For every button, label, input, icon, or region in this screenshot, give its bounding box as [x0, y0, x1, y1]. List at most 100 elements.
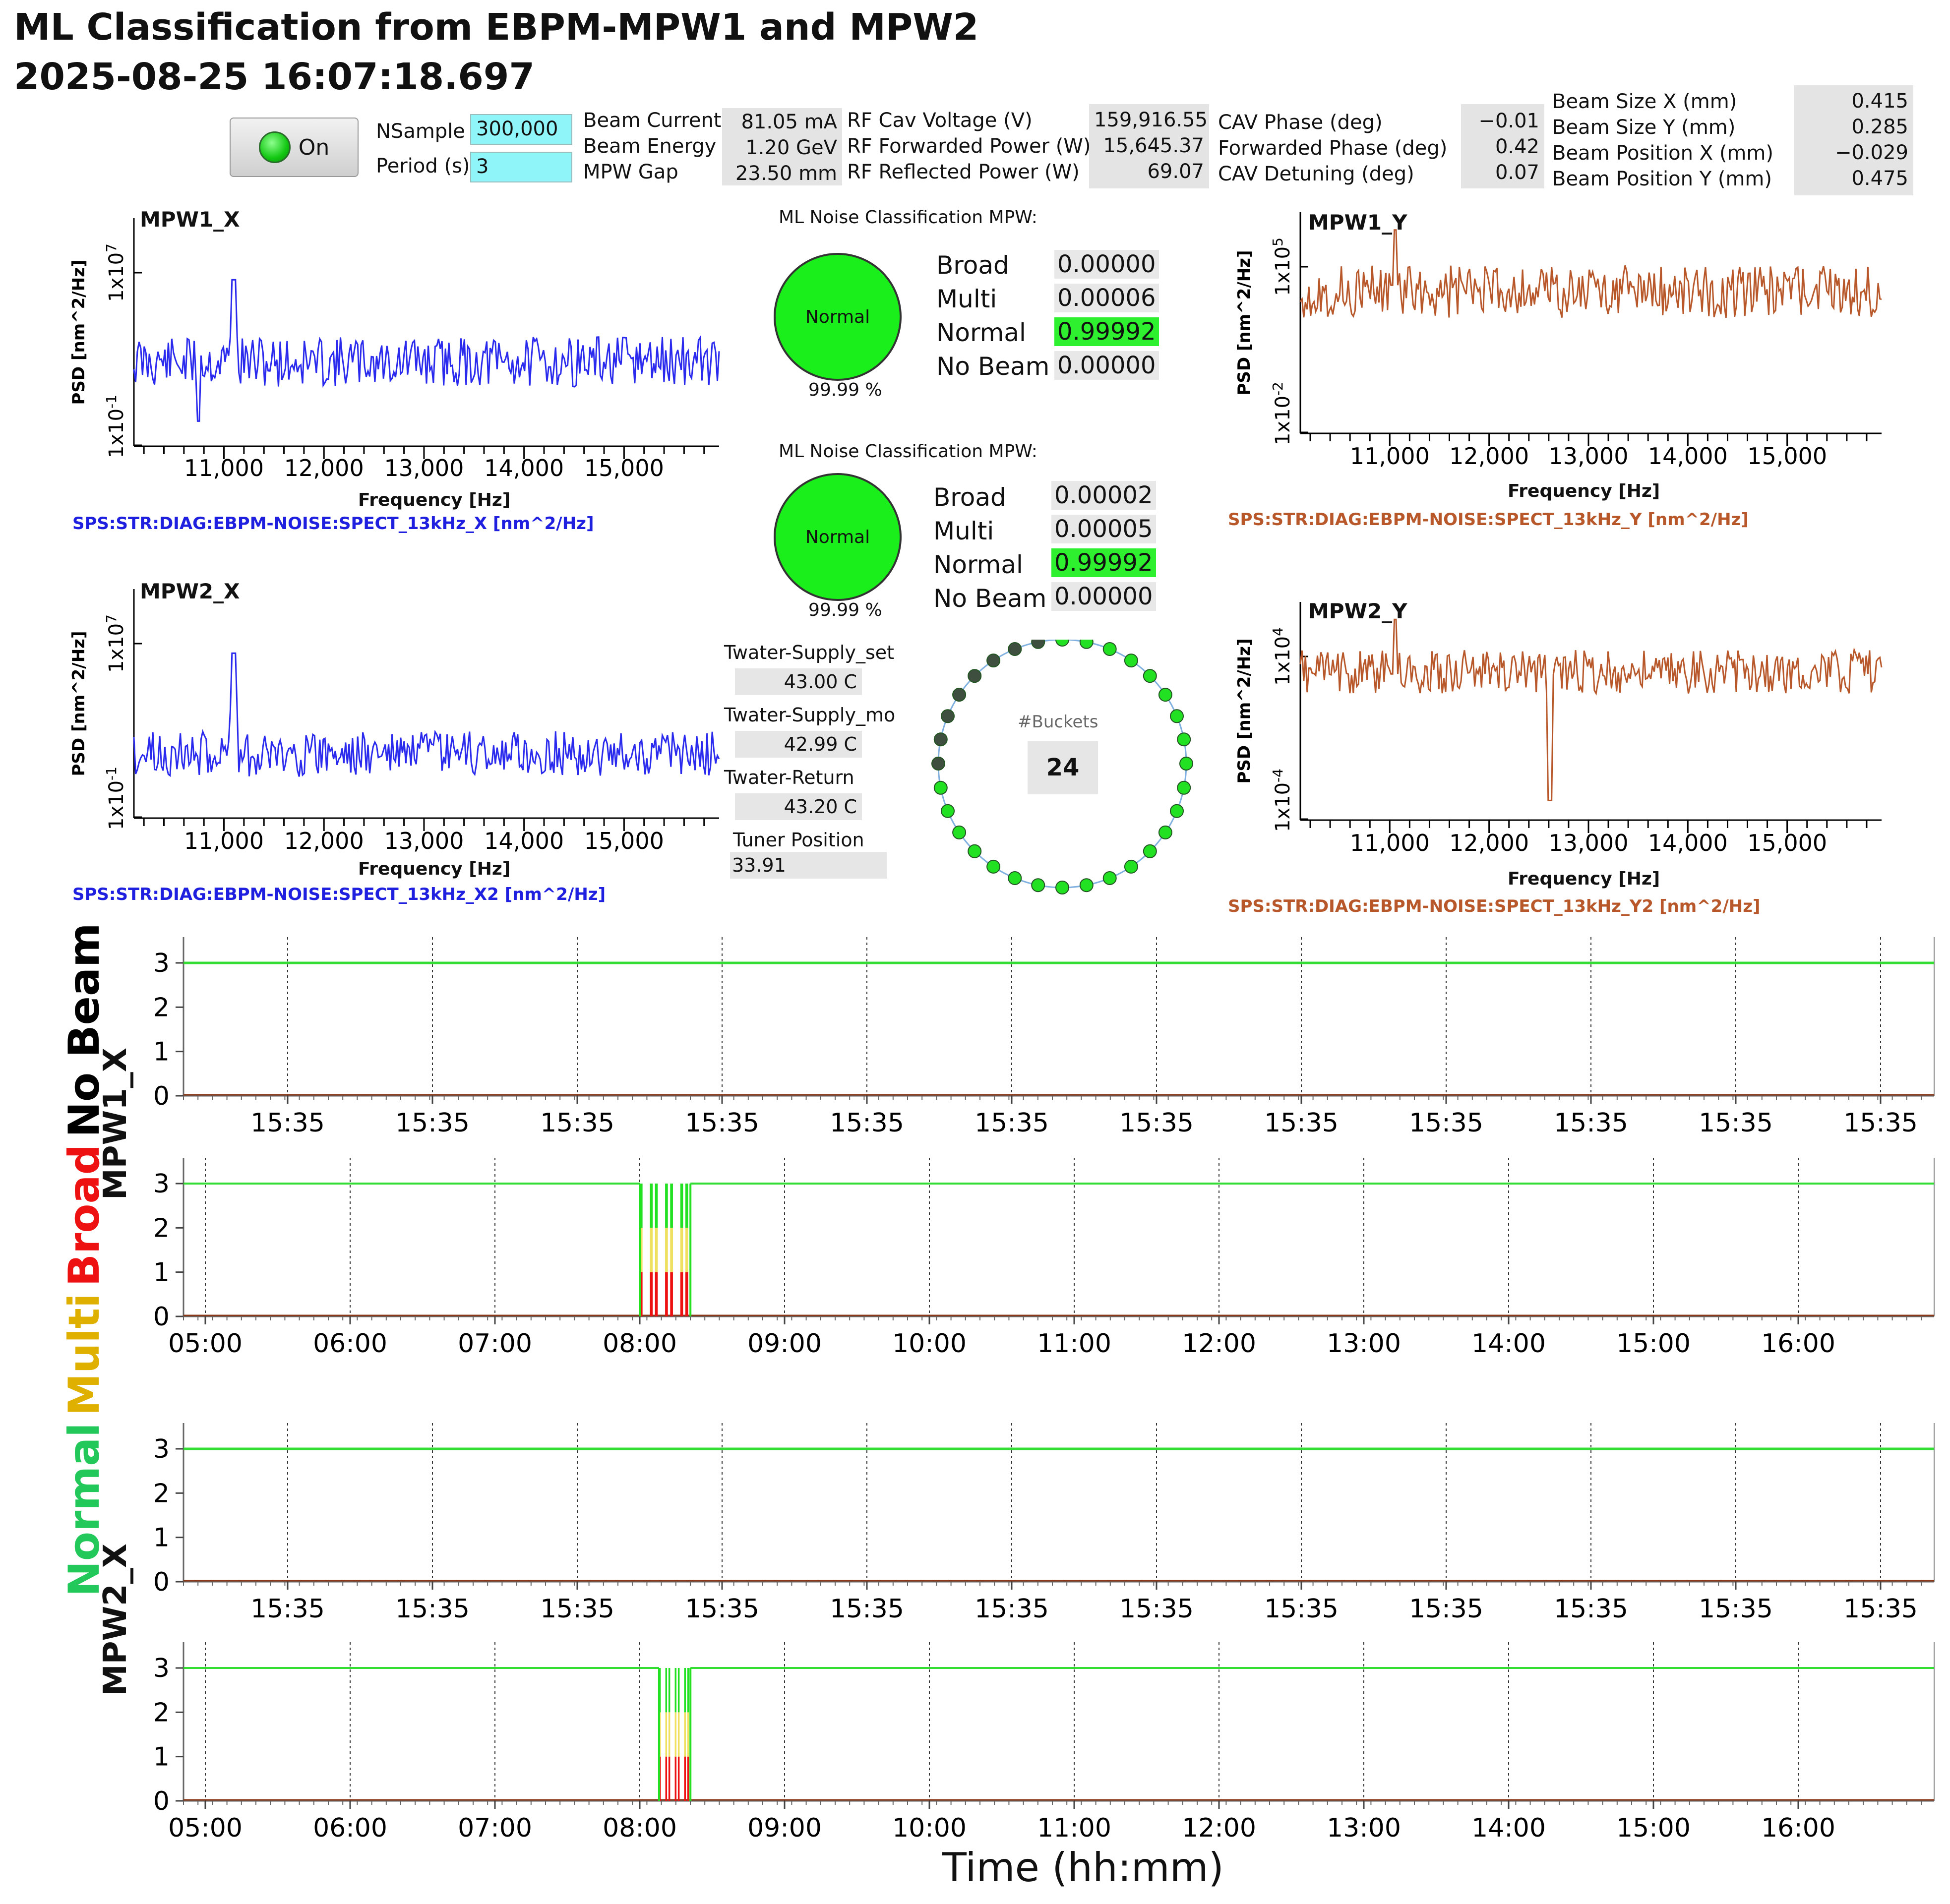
bucket-filled-dot	[986, 859, 1001, 874]
x-tick-label: 15,000	[584, 828, 664, 854]
x-tick-label: 11,000	[1350, 830, 1430, 856]
x-tick-label: 09:00	[747, 1329, 822, 1359]
ml2-normal-label: Normal	[933, 550, 1023, 579]
x-tick-label: 15,000	[584, 455, 664, 481]
broad-event-bar	[687, 1756, 689, 1801]
x-tick-label: 11:00	[1037, 1813, 1111, 1843]
ml1-multi-value: 0.00006	[1054, 284, 1159, 312]
y-tick-label-top: 1x104	[1270, 627, 1294, 686]
bucket-filled-dot	[1158, 825, 1172, 839]
ml1-normal-label: Normal	[936, 318, 1026, 347]
multi-event-bar	[684, 1712, 686, 1757]
y-axis-title: PSD [nm^2/Hz]	[1234, 250, 1254, 396]
beam-energy-value: 1.20 GeV	[745, 136, 837, 159]
bucket-empty-dot	[986, 654, 1001, 668]
broad-event-bar	[640, 1272, 643, 1316]
forwarded-phase-value: 0.42	[1495, 135, 1539, 158]
x-tick-label: 13,000	[1549, 443, 1629, 470]
trend-plot-4: 0 1 2 3 05:00 06:00 07:00 08:00 09:00 10:00 11:00 1…	[153, 1642, 1935, 1843]
x-tick-label: 14,000	[484, 455, 564, 481]
ml2-broad-value: 0.00002	[1051, 481, 1156, 510]
rf-cav-voltage-label: RF Cav Voltage (V)	[847, 109, 1033, 132]
x-tick-label: 15:35	[250, 1594, 325, 1624]
twater-return-label: Twater-Return	[724, 767, 854, 788]
bucket-filled-dot	[1143, 669, 1157, 683]
ml2-multi-value: 0.00005	[1051, 515, 1156, 543]
x-tick-label: 13,000	[384, 828, 464, 854]
y-tick-label: 2	[153, 1698, 170, 1727]
rf-forwarded-power-value: 15,645.37	[1103, 134, 1204, 157]
broad-event-bar	[684, 1756, 686, 1801]
normal-event-bar	[687, 1668, 689, 1713]
y-tick-label: 3	[153, 949, 170, 978]
x-tick-label: 15:35	[1843, 1594, 1918, 1624]
x-tick-label: 12,000	[284, 828, 364, 854]
x-tick-label: 15:35	[1554, 1594, 1628, 1624]
spectrum-plot-4: 11,000 12,000 13,000 14,000 15,000 1x104 1x10-…	[1234, 602, 1883, 856]
ml1-multi-label: Multi	[936, 285, 997, 313]
y-tick-label: 0	[153, 1567, 170, 1597]
mpw2-y-plot-title: MPW2_Y	[1308, 599, 1407, 623]
broad-event-bar	[670, 1272, 673, 1316]
bucket-filled-dot	[933, 780, 948, 795]
tuner-position-label: Tuner Position	[733, 829, 864, 851]
x-tick-label: 11:00	[1037, 1329, 1111, 1359]
nsample-input[interactable]: 300,000	[470, 114, 572, 145]
x-tick-label: 15:35	[975, 1108, 1049, 1138]
x-tick-label: 10:00	[892, 1813, 967, 1843]
x-tick-label: 05:00	[168, 1329, 243, 1359]
broad-event-bar	[665, 1756, 668, 1801]
y-tick-label: 1	[153, 1258, 170, 1288]
bucket-empty-dot	[931, 757, 945, 771]
x-tick-label: 10:00	[892, 1329, 967, 1359]
nsample-label: NSample	[376, 120, 465, 143]
y-tick-label-top: 1x107	[103, 614, 128, 673]
on-button[interactable]: On	[230, 118, 359, 177]
bucket-filled-dot	[1124, 654, 1138, 668]
y-tick-label: 2	[153, 1479, 170, 1508]
normal-event-bar	[677, 1668, 680, 1713]
ml2-status-label: Normal	[805, 527, 870, 547]
x-tick-label: 13,000	[1549, 830, 1629, 856]
broad-event-bar	[677, 1756, 680, 1801]
bucket-empty-dot	[968, 669, 982, 683]
multi-event-bar	[680, 1228, 683, 1272]
x-tick-label: 15:35	[1119, 1594, 1194, 1624]
multi-event-bar	[665, 1712, 668, 1757]
mpw1-x-plot-title: MPW1_X	[140, 207, 240, 232]
period-label: Period (s)	[376, 155, 470, 178]
ml1-heading: ML Noise Classification MPW:	[779, 207, 1037, 228]
x-tick-label: 13:00	[1327, 1329, 1401, 1359]
x-tick-label: 15:35	[540, 1108, 614, 1138]
x-tick-label: 12,000	[284, 455, 364, 481]
mpw1-trend-label: MPW1_X	[97, 1047, 134, 1200]
ml2-heading: ML Noise Classification MPW:	[779, 441, 1037, 462]
normal-event-bar	[665, 1668, 668, 1713]
bucket-filled-dot	[952, 825, 967, 839]
ml2-nobeam-label: No Beam	[933, 584, 1047, 613]
cav-detuning-label: CAV Detuning (deg)	[1218, 163, 1414, 185]
normal-event-bar	[665, 1184, 668, 1228]
broad-event-bar	[668, 1756, 670, 1801]
ml2-nobeam-value: 0.00000	[1051, 582, 1156, 611]
y-tick-label-bottom: 1x10-1	[103, 767, 128, 830]
x-tick-label: 15:00	[1616, 1329, 1691, 1359]
mpw-gap-label: MPW Gap	[583, 161, 678, 183]
beam-position-y-value: 0.475	[1851, 167, 1908, 190]
x-tick-label: 07:00	[458, 1329, 532, 1359]
bucket-empty-dot	[1008, 642, 1022, 656]
x-tick-label: 06:00	[313, 1813, 387, 1843]
psd-trace-line	[133, 279, 720, 422]
multi-event-bar	[674, 1712, 677, 1757]
y-tick-label: 2	[153, 1213, 170, 1243]
multi-event-bar	[670, 1228, 673, 1272]
normal-event-bar	[685, 1184, 688, 1228]
ml2-broad-label: Broad	[933, 483, 1006, 512]
bucket-ring	[931, 640, 1193, 894]
beam-energy-label: Beam Energy	[583, 135, 717, 158]
psd-trace-line	[1299, 229, 1882, 318]
period-input[interactable]: 3	[470, 152, 572, 182]
bucket-filled-dot	[1031, 878, 1045, 892]
y-tick-label: 1	[153, 1742, 170, 1772]
twater-return-value: 43.20 C	[735, 793, 862, 820]
